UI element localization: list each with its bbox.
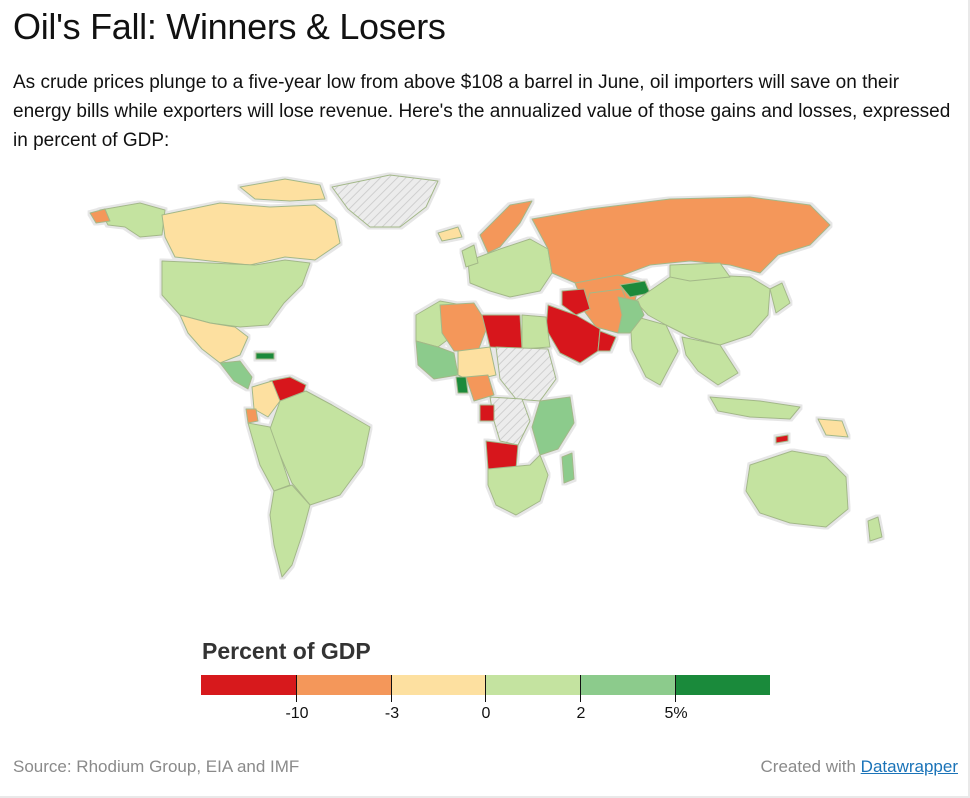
legend-tick-label: 5% bbox=[664, 705, 688, 722]
region-angola bbox=[485, 440, 519, 470]
legend-tick-label: 2 bbox=[576, 705, 586, 722]
region-east-africa bbox=[531, 396, 575, 456]
region-libya bbox=[481, 314, 523, 350]
legend-swatch bbox=[295, 675, 391, 695]
region-sudan bbox=[495, 346, 557, 402]
region-europe bbox=[467, 238, 553, 298]
region-canada-islands bbox=[239, 178, 326, 202]
region-india bbox=[629, 314, 679, 386]
region-pakistan-afghanistan bbox=[617, 296, 645, 334]
region-colombia bbox=[251, 380, 281, 418]
source-note: Source: Rhodium Group, EIA and IMF bbox=[13, 757, 300, 776]
region-russia bbox=[531, 196, 831, 286]
region-papua bbox=[817, 418, 849, 438]
legend-tick bbox=[391, 675, 392, 702]
world-map bbox=[89, 174, 883, 578]
legend-tick bbox=[675, 675, 676, 702]
region-egypt bbox=[521, 314, 551, 350]
credit-line: Created with Datawrapper bbox=[761, 757, 959, 777]
region-algeria bbox=[439, 302, 489, 352]
region-ecuador bbox=[245, 408, 259, 424]
region-alaska-west bbox=[89, 208, 111, 224]
legend-tick bbox=[296, 675, 297, 702]
legend-color-scale bbox=[201, 675, 770, 695]
region-timor bbox=[775, 434, 789, 444]
region-australia bbox=[745, 450, 849, 528]
legend-tick bbox=[580, 675, 581, 702]
region-mexico bbox=[179, 314, 249, 364]
legend-tick bbox=[485, 675, 486, 702]
region-ghana bbox=[455, 376, 469, 394]
region-mongolia bbox=[669, 262, 731, 282]
region-southeast-asia bbox=[681, 336, 739, 386]
legend-swatch bbox=[580, 675, 676, 695]
region-oman bbox=[597, 330, 617, 352]
region-central-africa bbox=[489, 396, 531, 446]
region-madagascar bbox=[561, 452, 575, 484]
datawrapper-link[interactable]: Datawrapper bbox=[860, 757, 958, 776]
region-caribbean bbox=[255, 352, 275, 360]
legend-swatch bbox=[390, 675, 486, 695]
region-uk bbox=[461, 244, 479, 268]
region-iceland bbox=[437, 226, 463, 242]
region-new-zealand bbox=[867, 516, 883, 542]
region-nigeria bbox=[465, 374, 495, 402]
region-indonesia bbox=[709, 396, 801, 420]
region-gabon bbox=[479, 404, 495, 422]
region-peru-bolivia bbox=[247, 422, 291, 492]
region-central-america bbox=[219, 360, 253, 390]
region-southern-africa bbox=[487, 454, 549, 516]
legend-swatch bbox=[675, 675, 770, 695]
region-alaska bbox=[99, 202, 166, 238]
legend-title: Percent of GDP bbox=[202, 638, 371, 664]
chart-description: As crude prices plunge to a five-year lo… bbox=[13, 72, 951, 151]
credit-prefix: Created with bbox=[760, 757, 861, 776]
region-korea-japan bbox=[769, 282, 791, 314]
page-title: Oil's Fall: Winners & Losers bbox=[13, 6, 446, 47]
region-iraq bbox=[561, 288, 591, 316]
region-argentina-chile bbox=[269, 484, 311, 578]
legend-tick-label: -3 bbox=[384, 705, 400, 722]
legend-tick-label: -10 bbox=[285, 705, 309, 722]
region-greenland bbox=[331, 174, 439, 228]
legend-swatch bbox=[201, 675, 296, 695]
legend-swatch bbox=[485, 675, 581, 695]
region-canada bbox=[161, 202, 341, 266]
legend-tick-label: 0 bbox=[481, 705, 491, 722]
